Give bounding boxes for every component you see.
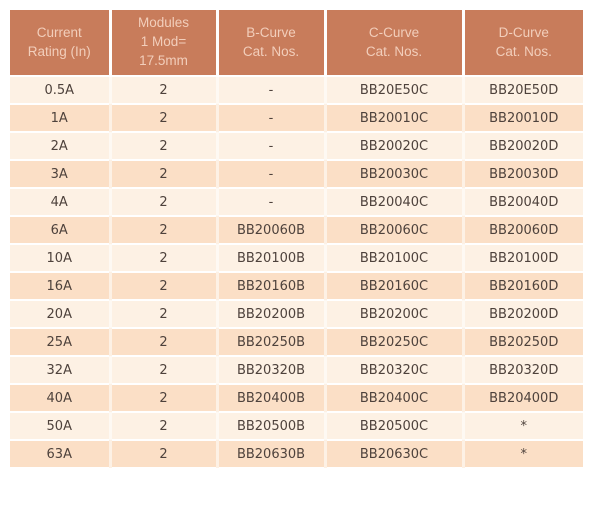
cell-current-rating: 40A <box>10 384 110 413</box>
table-row: 25A 2 BB20250B BB20250C BB20250D <box>10 328 583 357</box>
table-row: 4A 2- BB20040C BB20040D <box>10 188 583 217</box>
cell-d-curve: BB20160D <box>461 272 583 301</box>
cell-b-curve: BB20250B <box>215 328 325 357</box>
table-row: 50A 2 BB20500B BB20500C * <box>10 412 583 441</box>
cell-c-curve: BB20160C <box>323 272 463 301</box>
cell-b-curve: BB20100B <box>215 244 325 273</box>
cell-current-rating: 10A <box>10 244 110 273</box>
cell-b-curve: BB20200B <box>215 300 325 329</box>
cell-current-rating: 1A <box>10 104 110 133</box>
table-row: 1A 2- BB20010C BB20010D <box>10 104 583 133</box>
cell-d-curve: BB20010D <box>461 104 583 133</box>
cell-d-curve: BB20020D <box>461 132 583 161</box>
cell-modules: 2 <box>108 356 217 385</box>
table-row: 2A 2- BB20020C BB20020D <box>10 132 583 161</box>
cell-current-rating: 25A <box>10 328 110 357</box>
cell-current-rating: 4A <box>10 188 110 217</box>
cell-b-curve: BB20160B <box>215 272 325 301</box>
cell-modules: 2 <box>108 244 217 273</box>
cell-d-curve: BB20200D <box>461 300 583 329</box>
cell-d-curve: * <box>461 440 583 469</box>
cell-c-curve: BB20E50C <box>323 76 463 105</box>
cell-d-curve: BB20E50D <box>461 76 583 105</box>
cell-c-curve: BB20200C <box>323 300 463 329</box>
cell-modules: 2 <box>108 272 217 301</box>
header-d-curve: D-Curve Cat. Nos. <box>461 10 583 77</box>
cell-b-curve: BB20630B <box>215 440 325 469</box>
cell-d-curve: * <box>461 412 583 441</box>
header-b-curve: B-Curve Cat. Nos. <box>215 10 325 77</box>
table-row: 32A 2 BB20320B BB20320C BB20320D <box>10 356 583 385</box>
header-current-rating: Current Rating (In) <box>10 10 110 77</box>
cell-c-curve: BB20400C <box>323 384 463 413</box>
cell-modules: 2 <box>108 160 217 189</box>
cell-current-rating: 20A <box>10 300 110 329</box>
cell-b-curve: BB20060B <box>215 216 325 245</box>
cell-c-curve: BB20100C <box>323 244 463 273</box>
header-c-curve: C-Curve Cat. Nos. <box>323 10 463 77</box>
table-row: 0.5A 2- BB20E50C BB20E50D <box>10 76 583 105</box>
table-row: 3A 2- BB20030C BB20030D <box>10 160 583 189</box>
cell-modules: 2 <box>108 328 217 357</box>
cell-d-curve: BB20320D <box>461 356 583 385</box>
cell-b-curve: - <box>215 188 325 217</box>
cell-d-curve: BB20030D <box>461 160 583 189</box>
cell-b-curve: - <box>215 76 325 105</box>
cell-c-curve: BB20020C <box>323 132 463 161</box>
cell-current-rating: 16A <box>10 272 110 301</box>
cell-d-curve: BB20400D <box>461 384 583 413</box>
cell-c-curve: BB20010C <box>323 104 463 133</box>
table-header-row: Current Rating (In) Modules 1 Mod= 17.5m… <box>10 10 583 77</box>
cell-c-curve: BB20320C <box>323 356 463 385</box>
cell-b-curve: BB20400B <box>215 384 325 413</box>
cell-modules: 2 <box>108 300 217 329</box>
cell-modules: 2 <box>108 132 217 161</box>
cell-d-curve: BB20100D <box>461 244 583 273</box>
cell-modules: 2 <box>108 76 217 105</box>
cell-current-rating: 3A <box>10 160 110 189</box>
cell-b-curve: BB20500B <box>215 412 325 441</box>
table-row: 6A 2 BB20060B BB20060C BB20060D <box>10 216 583 245</box>
table-row: 20A 2 BB20200B BB20200C BB20200D <box>10 300 583 329</box>
cell-c-curve: BB20500C <box>323 412 463 441</box>
cell-b-curve: - <box>215 160 325 189</box>
cell-c-curve: BB20040C <box>323 188 463 217</box>
table-body: 0.5A 2- BB20E50C BB20E50D 1A 2- BB20010C BB2001… <box>10 76 583 469</box>
cell-modules: 2 <box>108 188 217 217</box>
cell-c-curve: BB20060C <box>323 216 463 245</box>
table-row: 40A 2 BB20400B BB20400C BB20400D <box>10 384 583 413</box>
cell-c-curve: BB20630C <box>323 440 463 469</box>
cell-current-rating: 6A <box>10 216 110 245</box>
cell-b-curve: BB20320B <box>215 356 325 385</box>
cell-current-rating: 50A <box>10 412 110 441</box>
table-row: 63A 2 BB20630B BB20630C * <box>10 440 583 469</box>
cell-current-rating: 0.5A <box>10 76 110 105</box>
page: Current Rating (In) Modules 1 Mod= 17.5m… <box>10 10 583 469</box>
table-row: 10A 2 BB20100B BB20100C BB20100D <box>10 244 583 273</box>
cell-b-curve: - <box>215 104 325 133</box>
cell-d-curve: BB20040D <box>461 188 583 217</box>
cell-current-rating: 63A <box>10 440 110 469</box>
table-row: 16A 2 BB20160B BB20160C BB20160D <box>10 272 583 301</box>
cell-c-curve: BB20250C <box>323 328 463 357</box>
cell-current-rating: 2A <box>10 132 110 161</box>
catalog-table: Current Rating (In) Modules 1 Mod= 17.5m… <box>10 10 583 469</box>
header-modules: Modules 1 Mod= 17.5mm <box>108 10 217 77</box>
cell-d-curve: BB20060D <box>461 216 583 245</box>
cell-modules: 2 <box>108 216 217 245</box>
cell-modules: 2 <box>108 384 217 413</box>
cell-modules: 2 <box>108 104 217 133</box>
cell-c-curve: BB20030C <box>323 160 463 189</box>
cell-modules: 2 <box>108 412 217 441</box>
cell-d-curve: BB20250D <box>461 328 583 357</box>
cell-b-curve: - <box>215 132 325 161</box>
cell-modules: 2 <box>108 440 217 469</box>
cell-current-rating: 32A <box>10 356 110 385</box>
